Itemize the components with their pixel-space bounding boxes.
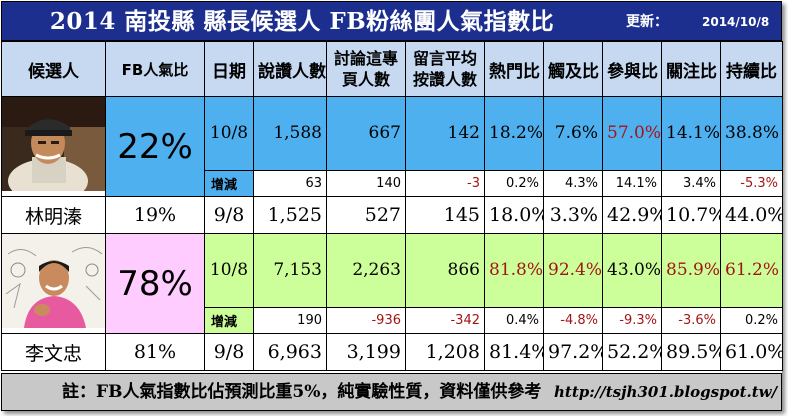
poll-table-panel: 2014 南投縣 縣長候選人 FB粉絲團人氣指數比 更新： 2014/10/8 … — [1, 1, 783, 411]
candidate-1-delta-reach: 4.3% — [543, 169, 603, 198]
header-talking: 討論這專頁人數 — [326, 41, 406, 97]
candidate-2-talking: 2,263 — [326, 233, 406, 308]
candidate-1-engage: 57.0% — [602, 96, 662, 171]
header-attention: 關注比 — [661, 41, 721, 97]
candidate-2-delta-likes: 190 — [253, 306, 327, 335]
candidate-2-previous-row: 李文忠 81% 9/8 6,963 3,199 1,208 81.4% 97.2… — [1, 333, 783, 371]
candidate-1-talking: 667 — [326, 96, 406, 171]
candidate-2-delta-row: 增減 190 -936 -342 0.4% -4.8% -9.3% -3.6% … — [2, 306, 783, 335]
candidate-1-delta-sustain: -5.3% — [720, 169, 783, 198]
candidate-1-delta-row: 增減 63 140 -3 0.2% 4.3% 14.1% 3.4% -5.3% — [2, 169, 783, 198]
title-bar: 2014 南投縣 縣長候選人 FB粉絲團人氣指數比 更新： 2014/10/8 — [1, 1, 782, 41]
candidate-1-prev-hot: 18.0% — [484, 196, 544, 234]
candidate-2-avg-comment-likes: 866 — [405, 233, 485, 308]
candidate-2-photo-image — [2, 234, 105, 328]
candidate-1-delta-avg-comment-likes: -3 — [405, 169, 485, 198]
update-label: 更新： — [626, 14, 668, 30]
candidate-2-delta-reach: -4.8% — [543, 306, 603, 335]
candidate-1-photo — [1, 96, 106, 197]
header-candidate: 候選人 — [1, 41, 106, 97]
candidate-1-prev-talking: 527 — [326, 196, 406, 234]
candidate-2-sustain: 61.2% — [720, 233, 783, 308]
candidate-2-delta-engage: -9.3% — [602, 306, 662, 335]
candidate-2-prev-hot: 81.4% — [484, 333, 544, 371]
candidate-2-engage: 43.0% — [602, 233, 662, 308]
header-likes: 說讚人數 — [253, 41, 327, 97]
candidate-1-previous-row: 林明溱 19% 9/8 1,525 527 145 18.0% 3.3% 42.… — [1, 196, 783, 234]
header-date: 日期 — [204, 41, 254, 97]
candidate-2-reach: 92.4% — [543, 233, 603, 308]
candidate-1-likes: 1,588 — [253, 96, 327, 171]
candidate-2-prev-date: 9/8 — [204, 333, 254, 371]
candidate-1-prev-likes: 1,525 — [253, 196, 327, 234]
candidate-2-prev-avg-comment-likes: 1,208 — [405, 333, 485, 371]
candidate-2-attention: 85.9% — [661, 233, 721, 308]
candidate-1-current-row: 22% 10/8 1,588 667 142 18.2% 7.6% 57.0% … — [1, 96, 783, 197]
candidate-2-prev-likes: 6,963 — [253, 333, 327, 371]
header-sustain: 持續比 — [720, 41, 783, 97]
header-row: 候選人 FB人氣比 日期 說讚人數 討論這專頁人數 留言平均按讚人數 熱門比 觸… — [1, 41, 783, 97]
candidate-2-photo — [1, 233, 106, 334]
candidate-1-prev-fb-share: 19% — [105, 196, 205, 234]
candidate-1-delta-engage: 14.1% — [602, 169, 662, 198]
candidate-2-prev-engage: 52.2% — [602, 333, 662, 371]
candidate-2-name: 李文忠 — [1, 333, 106, 371]
candidate-1-delta-talking: 140 — [326, 169, 406, 198]
candidate-2-delta-talking: -936 — [326, 306, 406, 335]
candidate-stats-table: 候選人 FB人氣比 日期 說讚人數 討論這專頁人數 留言平均按讚人數 熱門比 觸… — [1, 41, 783, 371]
candidate-1-name: 林明溱 — [1, 196, 106, 234]
candidate-1-delta-attention: 3.4% — [661, 169, 721, 198]
header-fb-share: FB人氣比 — [105, 41, 205, 97]
candidate-2-delta-hot: 0.4% — [484, 306, 544, 335]
candidate-1-reach: 7.6% — [543, 96, 603, 171]
candidate-2-delta-sustain: 0.2% — [720, 306, 783, 335]
candidate-1-prev-engage: 42.9% — [602, 196, 662, 234]
candidate-2-delta-attention: -3.6% — [661, 306, 721, 335]
candidate-1-prev-date: 9/8 — [204, 196, 254, 234]
candidate-1-prev-sustain: 44.0% — [720, 196, 783, 234]
candidate-1-sustain: 38.8% — [720, 96, 783, 171]
candidate-2-date: 10/8 — [204, 233, 254, 308]
footer-note: 註：FB人氣指數比佔預測比重5%，純實驗性質，資料僅供參考 — [62, 382, 542, 402]
candidate-1-delta-label: 增減 — [204, 169, 254, 198]
candidate-1-prev-avg-comment-likes: 145 — [405, 196, 485, 234]
candidate-1-fb-share: 22% — [105, 96, 205, 197]
candidate-2-delta-label: 增減 — [204, 306, 254, 335]
candidate-2-prev-sustain: 61.0% — [720, 333, 783, 371]
candidate-2-hot: 81.8% — [484, 233, 544, 308]
candidate-1-photo-image — [2, 97, 105, 196]
candidate-1-prev-reach: 3.3% — [543, 196, 603, 234]
candidate-1-prev-attention: 10.7% — [661, 196, 721, 234]
candidate-1-avg-comment-likes: 142 — [405, 96, 485, 171]
header-engage: 參與比 — [602, 41, 662, 97]
candidate-1-attention: 14.1% — [661, 96, 721, 171]
candidate-1-delta-hot: 0.2% — [484, 169, 544, 198]
candidate-2-prev-reach: 97.2% — [543, 333, 603, 371]
header-hot: 熱門比 — [484, 41, 544, 97]
candidate-1-hot: 18.2% — [484, 96, 544, 171]
candidate-2-delta-avg-comment-likes: -342 — [405, 306, 485, 335]
header-reach: 觸及比 — [543, 41, 603, 97]
footer-url-link[interactable]: http://tsjh301.blogspot.tw/ — [554, 383, 778, 401]
candidate-2-prev-talking: 3,199 — [326, 333, 406, 371]
candidate-1-delta-likes: 63 — [253, 169, 327, 198]
candidate-2-fb-share: 78% — [105, 233, 205, 334]
update-date: 2014/10/8 — [702, 15, 770, 29]
table-title: 2014 南投縣 縣長候選人 FB粉絲團人氣指數比 — [49, 8, 555, 35]
header-avg-comment-likes: 留言平均按讚人數 — [405, 41, 485, 97]
candidate-2-current-row: 78% 10/8 7,153 2,263 866 81.8% 92.4% 43.… — [1, 233, 783, 334]
candidate-2-prev-fb-share: 81% — [105, 333, 205, 371]
candidate-2-prev-attention: 89.5% — [661, 333, 721, 371]
footer-bar: 註：FB人氣指數比佔預測比重5%，純實驗性質，資料僅供參考 http://tsj… — [1, 373, 782, 411]
candidate-2-likes: 7,153 — [253, 233, 327, 308]
candidate-1-date: 10/8 — [204, 96, 254, 171]
